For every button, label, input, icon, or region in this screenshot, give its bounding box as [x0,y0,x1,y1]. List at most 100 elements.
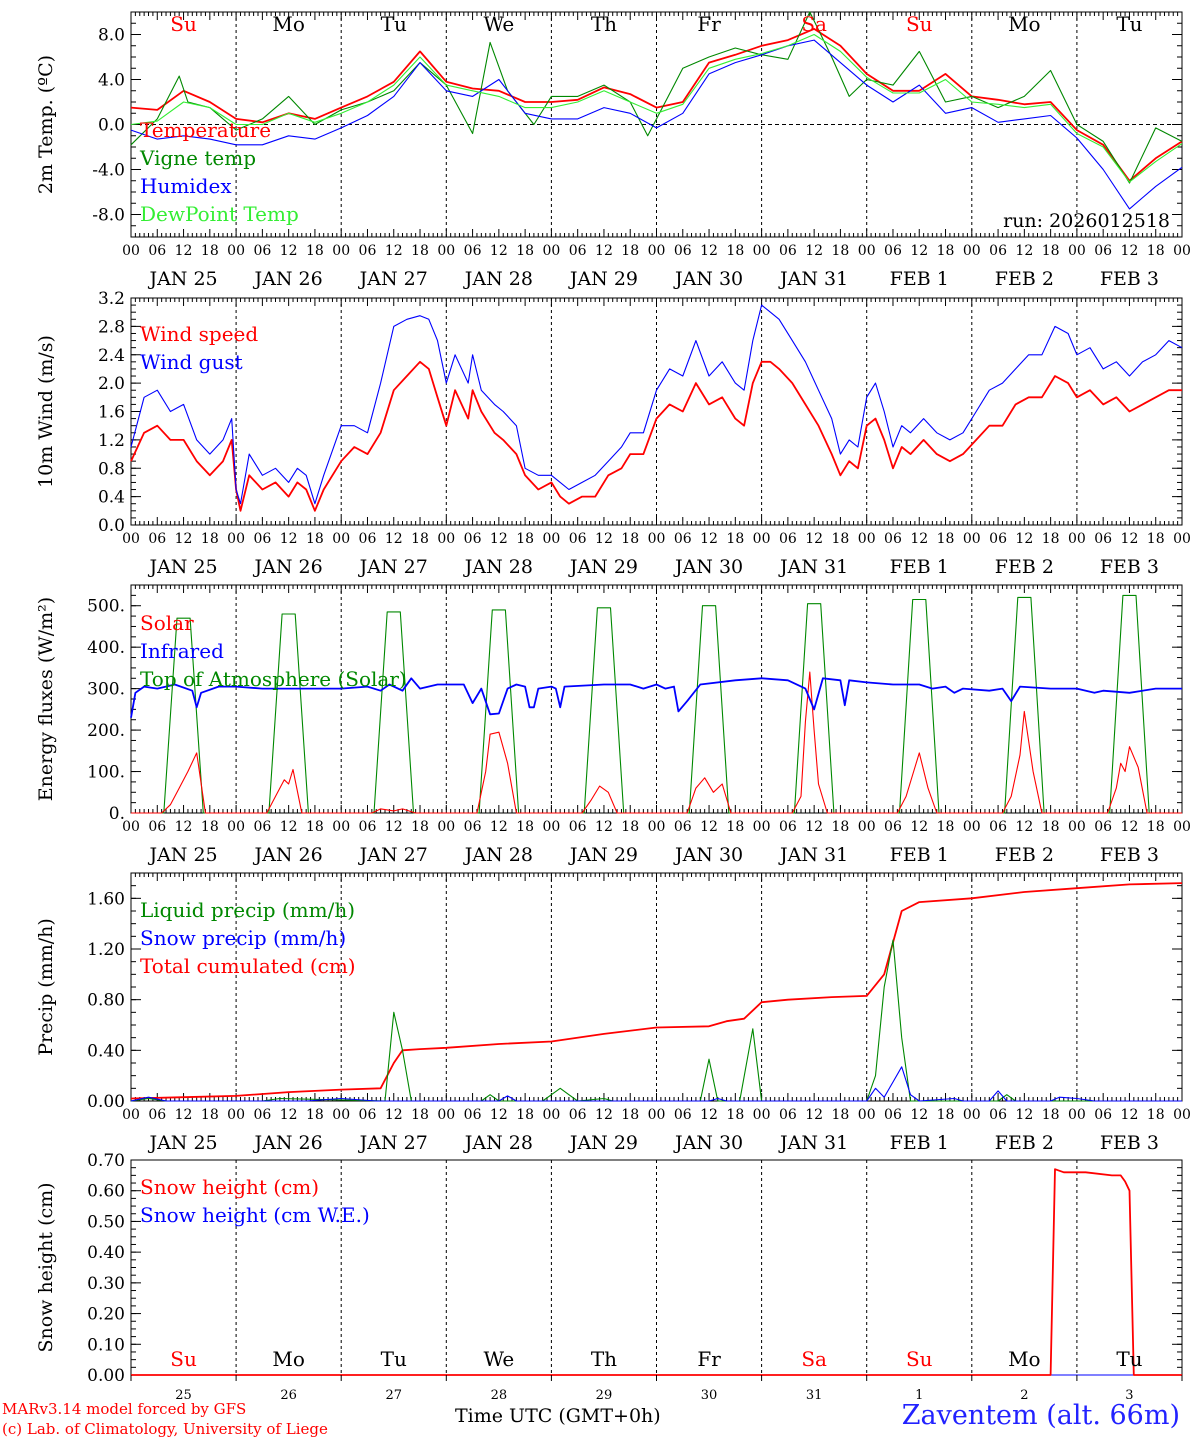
x-hour-label: 06 [569,531,587,547]
x-date-label: JAN 26 [253,268,323,290]
x-hour-label: 00 [963,819,981,835]
x-hour-label: 00 [648,1107,666,1123]
x-date-label: JAN 30 [673,844,743,866]
weekday-label: We [483,12,514,36]
x-hour-label: 12 [700,1107,718,1123]
legend-entry: Snow height (cm W.E.) [140,1203,370,1227]
x-date-label: JAN 25 [147,268,217,290]
weekday-label: Mo [272,12,305,36]
legend-entry: DewPoint Temp [140,202,299,226]
x-hour-label: 18 [1147,819,1165,835]
x-hour-label: 18 [621,819,639,835]
x-hour-label: 00 [332,1107,350,1123]
x-hour-label: 18 [411,243,429,259]
x-hour-label: 06 [884,1107,902,1123]
y-tick-label: 200. [87,721,125,741]
x-hour-label: 00 [1173,1107,1191,1123]
x-date-label: JAN 28 [463,556,533,578]
x-hour-label: 00 [858,531,876,547]
x-hour-label: 18 [516,1107,534,1123]
x-hour-label: 12 [1015,243,1033,259]
x-hour-label: 06 [148,243,166,259]
x-hour-label: 12 [910,1107,928,1123]
x-hour-label: 06 [674,819,692,835]
x-hour-label: 00 [963,531,981,547]
x-hour-label: 18 [411,1107,429,1123]
legend-entry: Wind gust [140,350,243,374]
x-hour-label: 00 [122,1107,140,1123]
x-hour-label: 00 [858,819,876,835]
x-hour-label: 00 [858,243,876,259]
weekday-label: Sa [801,1347,827,1371]
x-hour-label: 00 [227,819,245,835]
x-date-label: JAN 30 [673,556,743,578]
x-hour-label: 00 [122,243,140,259]
x-hour-label: 00 [437,243,455,259]
x-hour-label: 18 [516,243,534,259]
x-date-label: JAN 27 [358,844,428,866]
x-date-label: JAN 26 [253,556,323,578]
x-hour-label: 12 [910,243,928,259]
x-hour-label: 18 [306,819,324,835]
x-hour-label: 00 [227,243,245,259]
y-tick-label: 0.60 [87,1182,125,1202]
legend-entry: Solar [140,611,194,635]
x-hour-label: 12 [1121,1107,1139,1123]
x-hour-label: 12 [175,243,193,259]
x-hour-label: 12 [175,1107,193,1123]
x-day-number: 1 [915,1388,923,1403]
x-hour-label: 06 [253,1107,271,1123]
x-hour-label: 06 [148,819,166,835]
series-line-liquid [130,939,1182,1102]
x-date-label: FEB 2 [995,556,1054,578]
series-line-wind [130,360,1182,512]
x-date-label: JAN 26 [253,1132,323,1154]
x-hour-label: 06 [359,819,377,835]
x-day-number: 30 [701,1388,718,1403]
x-day-number: 26 [280,1388,297,1403]
series-line-solar [131,671,1182,814]
x-hour-label: 18 [832,243,850,259]
x-hour-label: 12 [700,243,718,259]
x-hour-label: 18 [621,1107,639,1123]
y-tick-label: 0.00 [87,1366,125,1386]
x-hour-label: 12 [175,819,193,835]
legend-entry: Humidex [140,174,232,198]
x-hour-label: 06 [1094,819,1112,835]
weekday-label: Su [906,1347,933,1371]
y-axis-label: 10m Wind (m/s) [35,335,57,488]
y-tick-label: 500. [87,597,125,617]
x-hour-label: 18 [621,531,639,547]
weekday-label: Su [170,12,197,36]
x-hour-label: 12 [595,1107,613,1123]
x-hour-label: 18 [832,1107,850,1123]
x-hour-label: 00 [753,531,771,547]
x-date-label: JAN 30 [673,1132,743,1154]
x-hour-label: 00 [542,243,560,259]
x-hour-label: 12 [595,243,613,259]
x-hour-label: 18 [726,243,744,259]
x-hour-label: 00 [227,531,245,547]
y-tick-label: 1.20 [87,940,125,960]
y-tick-label: 4.0 [98,71,125,91]
x-date-label: FEB 3 [1100,268,1159,290]
x-hour-label: 12 [280,1107,298,1123]
x-hour-label: 12 [280,243,298,259]
y-tick-label: 0.50 [87,1212,125,1232]
x-axis-title: Time UTC (GMT+0h) [455,1405,661,1427]
x-hour-label: 18 [411,819,429,835]
station-name: Zaventem (alt. 66m) [901,1400,1180,1431]
x-hour-label: 18 [516,531,534,547]
x-hour-label: 18 [306,531,324,547]
x-hour-label: 18 [832,819,850,835]
x-hour-label: 06 [674,243,692,259]
x-hour-label: 00 [227,1107,245,1123]
y-tick-label: 0.00 [87,1092,125,1112]
weekday-label: Sa [801,12,827,36]
x-date-label: JAN 25 [147,1132,217,1154]
weekday-label: We [483,1347,514,1371]
x-hour-label: 12 [280,819,298,835]
weekday-label: Mo [272,1347,305,1371]
x-date-label: FEB 2 [995,844,1054,866]
x-hour-label: 12 [1121,531,1139,547]
